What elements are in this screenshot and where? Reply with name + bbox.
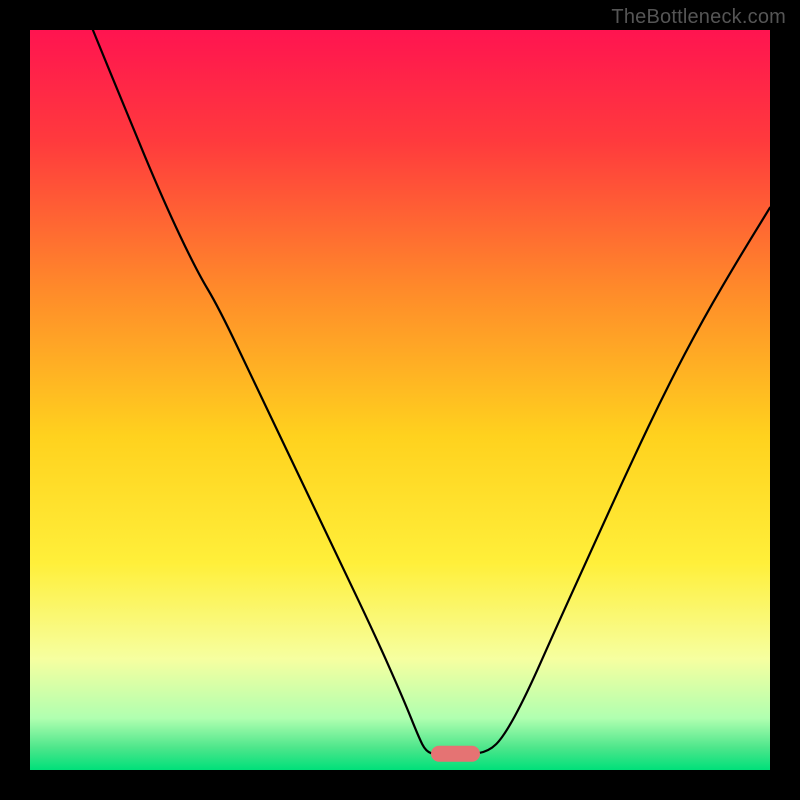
plot-background xyxy=(30,30,770,770)
optimum-marker xyxy=(432,746,480,761)
watermark-label: TheBottleneck.com xyxy=(611,6,786,29)
bottleneck-chart xyxy=(0,0,800,800)
chart-frame: TheBottleneck.com xyxy=(0,0,800,800)
